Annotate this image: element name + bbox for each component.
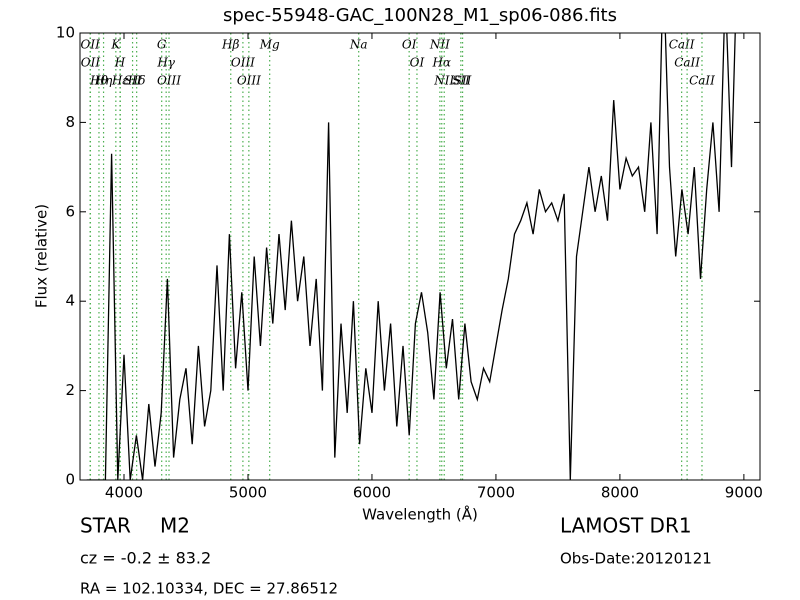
line-marker-label: Na bbox=[349, 38, 368, 52]
line-marker-label: SII bbox=[452, 74, 470, 88]
x-axis-label: Wavelength (Å) bbox=[362, 505, 478, 524]
plot-area bbox=[86, 33, 744, 480]
line-marker-label: Hδ bbox=[127, 74, 146, 88]
y-tick-label: 4 bbox=[65, 292, 75, 310]
x-tick-label: 7000 bbox=[477, 484, 515, 502]
plot-frame bbox=[79, 32, 761, 481]
line-marker-label: NII bbox=[433, 74, 454, 88]
spectrum-line bbox=[86, 33, 744, 480]
line-marker-label: K bbox=[110, 38, 121, 52]
line-marker-label: Hη bbox=[94, 74, 113, 88]
line-marker-label: H bbox=[114, 56, 126, 70]
coordinates: RA = 102.10334, DEC = 27.86512 bbox=[80, 580, 338, 598]
line-marker-label: Hε bbox=[111, 74, 129, 88]
obs-date: Obs-Date:20120121 bbox=[560, 550, 712, 568]
line-marker-label: CaII bbox=[689, 74, 715, 88]
x-tick-label: 4000 bbox=[105, 484, 143, 502]
object-class: STAR bbox=[80, 514, 131, 538]
y-axis-label: Flux (relative) bbox=[33, 204, 51, 308]
line-marker-label: OI bbox=[410, 56, 425, 70]
x-tick-label: 9000 bbox=[725, 484, 763, 502]
line-marker-label: G bbox=[157, 38, 167, 52]
line-marker-label: Hα bbox=[431, 56, 451, 70]
line-marker-label: OIII bbox=[157, 74, 181, 88]
line-marker-label: CaII bbox=[669, 38, 695, 52]
line-marker-label: Hβ bbox=[221, 38, 239, 52]
line-marker-label: OII bbox=[81, 38, 101, 52]
line-marker-label: OIII bbox=[237, 74, 261, 88]
y-tick-label: 8 bbox=[65, 113, 75, 131]
x-tick-label: 6000 bbox=[353, 484, 391, 502]
subclass: M2 bbox=[160, 514, 190, 538]
y-tick-label: 0 bbox=[65, 471, 75, 489]
redshift: cz = -0.2 ± 83.2 bbox=[80, 549, 211, 568]
y-tick-label: 2 bbox=[65, 381, 75, 399]
y-tick-label: 6 bbox=[65, 202, 75, 220]
y-tick-label: 10 bbox=[56, 24, 75, 42]
chart-title: spec-55948-GAC_100N28_M1_sp06-086.fits bbox=[223, 5, 617, 26]
line-marker-label: OIII bbox=[231, 56, 255, 70]
line-marker-label: OI bbox=[402, 38, 417, 52]
x-tick-label: 5000 bbox=[229, 484, 267, 502]
line-marker-label: Mg bbox=[259, 38, 280, 52]
line-marker-label: SII bbox=[454, 74, 472, 88]
x-tick-label: 8000 bbox=[601, 484, 639, 502]
survey: LAMOST DR1 bbox=[560, 514, 692, 538]
line-marker-label: Hγ bbox=[156, 56, 175, 70]
line-marker-label: NII bbox=[429, 38, 450, 52]
line-marker-label: OII bbox=[81, 56, 101, 70]
line-marker-label: CaII bbox=[674, 56, 700, 70]
